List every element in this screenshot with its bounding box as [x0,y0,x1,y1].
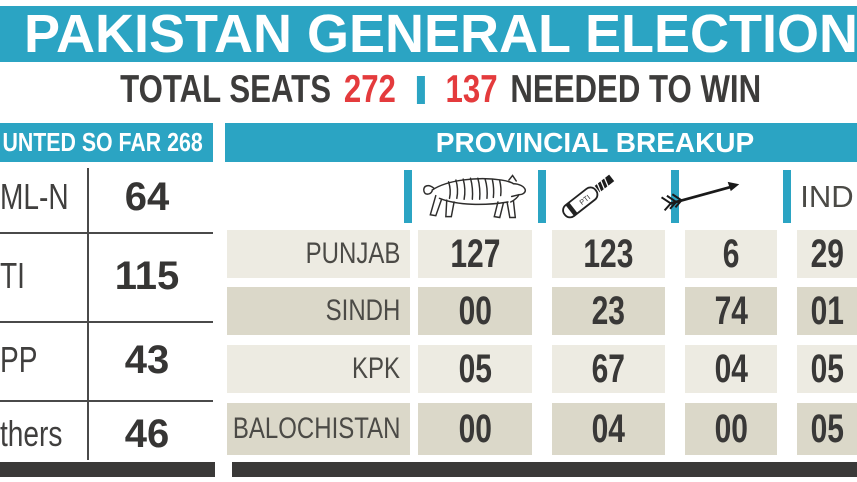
needed-to-win-value: 137 [445,68,498,111]
province-cell: BALOCHISTAN [227,403,410,455]
province-name: PUNJAB [305,237,400,270]
seat-cell: 23 [552,287,665,335]
column-divider-bar [404,170,412,223]
seat-cell: 00 [418,403,532,455]
seat-value: 05 [810,346,844,391]
separator-bar [416,76,425,104]
provincial-breakup-header-inner: PROVINCIAL BREAKUP [225,123,857,162]
party-seats: 115 [88,246,206,306]
province-cell: PUNJAB [227,230,410,278]
seat-cell: 05 [797,403,857,455]
page-title: PAKISTAN GENERAL ELECTION 2018 [24,4,857,64]
provincial-breakup-header: PROVINCIAL BREAKUP [225,123,857,162]
seat-cell: 04 [552,403,665,455]
party-name: TI [0,255,25,296]
province-name: KPK [351,352,400,385]
seat-cell: 123 [552,230,665,278]
province-cell: KPK [227,345,410,393]
province-cell: SINDH [227,287,410,335]
seat-value: 00 [458,406,492,451]
seat-value: 67 [591,346,626,391]
tiger-icon [423,174,527,219]
totals-row: TOTAL SEATS 272 137 NEEDED TO WIN [0,68,857,112]
seat-value: 05 [810,406,844,451]
provincial-breakup-title: PROVINCIAL BREAKUP [435,127,755,158]
left-table-divider-1 [0,232,213,234]
party-seats-value: 46 [124,412,170,456]
seats-counted-header: UNTED SO FAR 268 [0,123,213,162]
party-seats-value: 64 [124,175,170,219]
arrow-icon [660,181,740,212]
seat-cell: 04 [685,345,777,393]
seat-value: 127 [449,231,501,276]
party-name: PP [0,339,38,380]
left-table-divider-2 [0,321,213,323]
seat-cell: 67 [552,345,665,393]
party-row: PP [0,330,48,390]
seat-value: 00 [714,406,748,451]
seat-cell: 00 [685,403,777,455]
needed-to-win-label: NEEDED TO WIN [510,68,761,111]
party-seats: 43 [88,330,206,390]
party-row: ML-N [0,167,88,227]
total-seats-label: TOTAL SEATS [119,68,331,111]
party-seats-value: 43 [124,338,170,382]
seat-value: 05 [458,346,492,391]
party-seats: 64 [88,167,206,227]
seat-value: 01 [810,288,844,333]
party-row: thers [0,406,80,462]
party-name: ML-N [0,176,69,217]
party-seats-value: 115 [114,254,180,298]
seat-value: 74 [714,288,748,333]
column-divider-bar [783,170,791,223]
ind-column-label: IND [800,179,854,214]
party-seats: 46 [88,406,206,462]
seat-value: 04 [591,406,626,451]
seat-cell: 74 [685,287,777,335]
seats-counted-header-text: UNTED SO FAR 268 [2,127,203,157]
column-divider-bar [538,170,546,223]
party-row: TI [0,246,32,306]
province-name: BALOCHISTAN [232,412,400,445]
totals-line: TOTAL SEATS 272 137 NEEDED TO WIN [120,68,761,112]
left-bottom-bar [0,462,215,477]
left-table-divider-3 [0,400,213,402]
seat-cell: 05 [418,345,532,393]
seat-cell: 6 [685,230,777,278]
seat-cell: 05 [797,345,857,393]
total-seats-value: 272 [343,68,396,111]
seat-value: 6 [722,231,740,276]
seat-cell: 00 [418,287,532,335]
title-banner: PAKISTAN GENERAL ELECTION 2018 [0,6,857,62]
cricket-bat-icon: PTI [562,174,615,219]
seat-value: 04 [714,346,748,391]
seat-value: 00 [458,288,492,333]
seat-cell: 127 [418,230,532,278]
seat-cell: 01 [797,287,857,335]
province-name: SINDH [325,294,400,327]
right-bottom-bar [232,462,857,477]
seat-value: 29 [810,231,844,276]
ind-column-header: IND [797,178,857,216]
party-name: thers [0,413,63,454]
seat-value: 23 [591,288,626,333]
seat-value: 123 [583,231,634,276]
seat-cell: 29 [797,230,857,278]
left-table-vertical-divider [87,168,89,460]
